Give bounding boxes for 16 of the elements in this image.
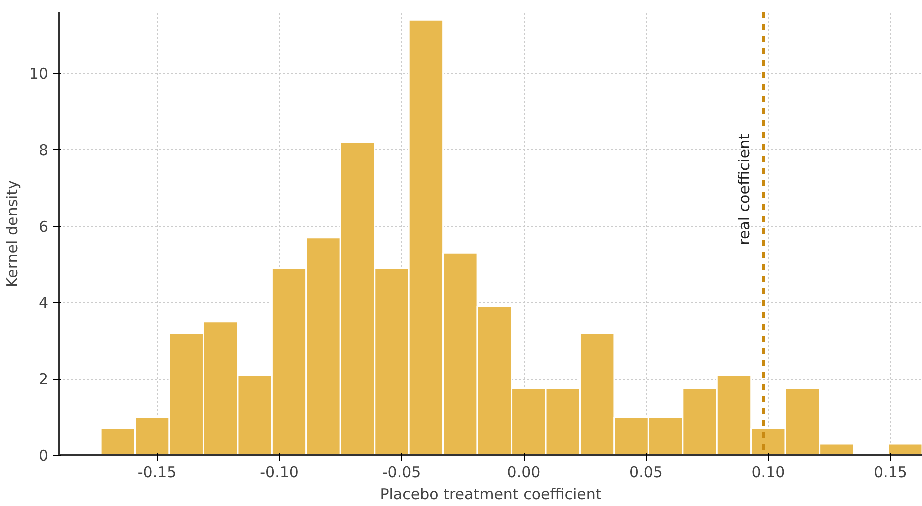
x-tick-label: -0.15: [138, 464, 177, 482]
x-axis-title: Placebo treatment coefficient: [380, 486, 602, 504]
x-tick-label: 0.00: [507, 464, 541, 482]
x-tick-label: -0.05: [382, 464, 422, 482]
y-tick-label: 10: [29, 65, 49, 84]
y-tick-label: 6: [38, 218, 49, 236]
y-tick-label: 8: [38, 141, 49, 160]
x-tick-label: 0.05: [630, 464, 663, 482]
y-tick-label: 0: [38, 447, 49, 465]
y-tick-label: 2: [38, 370, 49, 389]
ref-line-label: real coefficient: [736, 134, 754, 246]
y-axis-title: Kernel density: [3, 180, 22, 288]
x-tick-label: 0.10: [752, 464, 786, 482]
x-tick-label: -0.10: [260, 464, 299, 482]
y-tick-label: 4: [38, 294, 49, 312]
x-tick-label: 0.15: [874, 464, 908, 482]
